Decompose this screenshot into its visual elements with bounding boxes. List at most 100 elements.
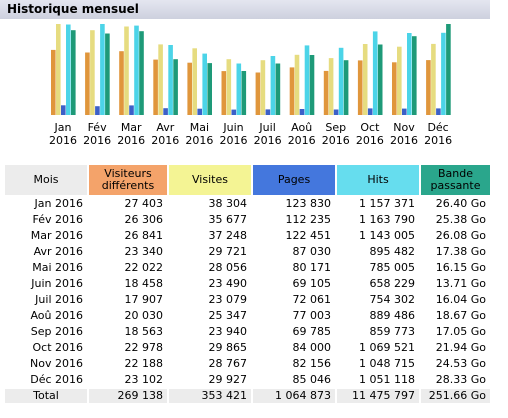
table-row: Avr 2016 23 340 29 721 87 030 895 482 17.38 G…	[5, 245, 490, 259]
cell-visits: 23 940	[169, 325, 251, 339]
cell-visitors: 20 030	[89, 309, 167, 323]
bar-3-5	[236, 63, 242, 115]
x-tick-year: 2016	[151, 134, 179, 147]
bar-2-5	[231, 109, 237, 115]
bar-1-3	[158, 44, 163, 115]
x-tick-year: 2016	[83, 134, 111, 147]
cell-bandwidth: 24.53 Go	[421, 357, 490, 371]
cell-bandwidth: 26.08 Go	[421, 229, 490, 243]
cell-hits: 1 163 790	[337, 213, 419, 227]
table-row: Jan 2016 27 403 38 304 123 830 1 157 371 26.4…	[5, 197, 490, 211]
cell-month: Nov 2016	[5, 357, 87, 371]
bar-2-3	[163, 108, 168, 115]
cell-month: Juil 2016	[5, 293, 87, 307]
bar-3-4	[202, 53, 207, 115]
cell-pages: 85 046	[253, 373, 335, 387]
cell-hits: 859 773	[337, 325, 419, 339]
bar-0-11	[426, 60, 431, 115]
x-tick-year: 2016	[288, 134, 316, 147]
cell-hits: 895 482	[337, 245, 419, 259]
cell-visits: 38 304	[169, 197, 251, 211]
header-unique-visitors: Visiteurs différents	[89, 165, 167, 195]
bar-0-1	[85, 52, 90, 115]
cell-hits: 1 069 521	[337, 341, 419, 355]
cell-pages: 112 235	[253, 213, 335, 227]
x-tick-year: 2016	[322, 134, 350, 147]
bar-0-5	[221, 71, 227, 115]
cell-hits: 889 486	[337, 309, 419, 323]
bar-3-11	[441, 32, 446, 115]
header-visits: Visites	[169, 165, 251, 195]
cell-visitors: 18 563	[89, 325, 167, 339]
cell-bandwidth: 16.04 Go	[421, 293, 490, 307]
bar-1-7	[294, 54, 300, 115]
bar-3-2	[134, 25, 139, 116]
bar-3-0	[66, 24, 71, 115]
cell-pages: 69 785	[253, 325, 335, 339]
cell-visitors: 23 340	[89, 245, 167, 259]
cell-month: Aoû 2016	[5, 309, 87, 323]
table-row: Mai 2016 22 022 28 056 80 171 785 005 16.15 G…	[5, 261, 490, 275]
header-month: Mois	[5, 165, 87, 195]
cell-bandwidth: 26.40 Go	[421, 197, 490, 211]
bar-4-6	[275, 63, 281, 115]
cell-hits: 1 051 118	[337, 373, 419, 387]
cell-hits: 1 143 005	[337, 229, 419, 243]
cell-visits: 35 677	[169, 213, 251, 227]
bar-4-10	[412, 36, 417, 116]
bar-4-9	[377, 44, 383, 115]
x-tick-month: Nov	[393, 121, 415, 134]
x-tick-month: Avr	[156, 121, 174, 134]
cell-visits: 23 079	[169, 293, 251, 307]
cell-visitors: 22 188	[89, 357, 167, 371]
cell-month: Mar 2016	[5, 229, 87, 243]
bar-1-10	[397, 46, 402, 116]
x-tick-month: Oct	[360, 121, 380, 134]
bar-4-1	[105, 33, 110, 115]
cell-visitors: 22 022	[89, 261, 167, 275]
cell-visits: 29 927	[169, 373, 251, 387]
cell-bandwidth: 17.38 Go	[421, 245, 490, 259]
cell-visitors: 17 907	[89, 293, 167, 307]
cell-month: Juin 2016	[5, 277, 87, 291]
bar-0-4	[187, 62, 192, 115]
cell-bandwidth: 251.66 Go	[421, 389, 490, 403]
table-row: Fév 2016 26 306 35 677 112 235 1 163 790 25.3…	[5, 213, 490, 227]
bar-1-1	[90, 30, 95, 116]
cell-pages: 84 000	[253, 341, 335, 355]
cell-hits: 785 005	[337, 261, 419, 275]
bar-2-1	[95, 106, 100, 115]
x-tick-month: Juin	[222, 121, 243, 134]
header-bandwidth: Bande passante	[421, 165, 490, 195]
cell-hits: 658 229	[337, 277, 419, 291]
cell-visitors: 26 841	[89, 229, 167, 243]
bar-1-2	[124, 26, 129, 115]
cell-visits: 28 767	[169, 357, 251, 371]
cell-visits: 29 865	[169, 341, 251, 355]
cell-pages: 69 105	[253, 277, 335, 291]
bar-2-0	[61, 105, 66, 115]
x-tick-year: 2016	[185, 134, 213, 147]
cell-month: Déc 2016	[5, 373, 87, 387]
table-row: Oct 2016 22 978 29 865 84 000 1 069 521 21.94…	[5, 341, 490, 355]
bar-4-0	[71, 30, 76, 116]
cell-pages: 87 030	[253, 245, 335, 259]
bar-0-9	[357, 60, 363, 115]
x-tick-month: Juil	[258, 121, 275, 134]
bar-2-7	[299, 109, 305, 115]
cell-month: Avr 2016	[5, 245, 87, 259]
bar-4-8	[343, 60, 349, 115]
cell-month: Oct 2016	[5, 341, 87, 355]
bar-0-3	[153, 59, 158, 115]
cell-hits: 1 048 715	[337, 357, 419, 371]
header-pages: Pages	[253, 165, 335, 195]
bar-4-5	[241, 71, 247, 115]
header-visitors-line1: Visiteurs	[104, 167, 152, 180]
table-header-row: Mois Visiteurs différents Visites Pages …	[5, 165, 490, 195]
cell-bandwidth: 28.33 Go	[421, 373, 490, 387]
cell-bandwidth: 25.38 Go	[421, 213, 490, 227]
section-title: Historique mensuel	[7, 2, 139, 16]
bar-2-2	[129, 105, 134, 115]
cell-bandwidth: 13.71 Go	[421, 277, 490, 291]
monthly-stats-table: Mois Visiteurs différents Visites Pages …	[3, 163, 492, 405]
